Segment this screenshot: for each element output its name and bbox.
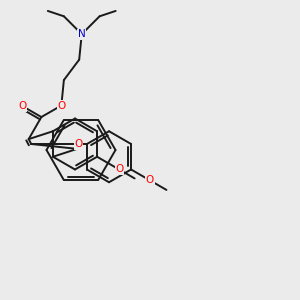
Text: O: O [57,100,65,110]
Text: O: O [18,101,27,111]
Text: O: O [74,139,83,149]
Text: O: O [146,175,154,185]
Text: N: N [78,29,85,39]
Text: O: O [115,164,123,175]
